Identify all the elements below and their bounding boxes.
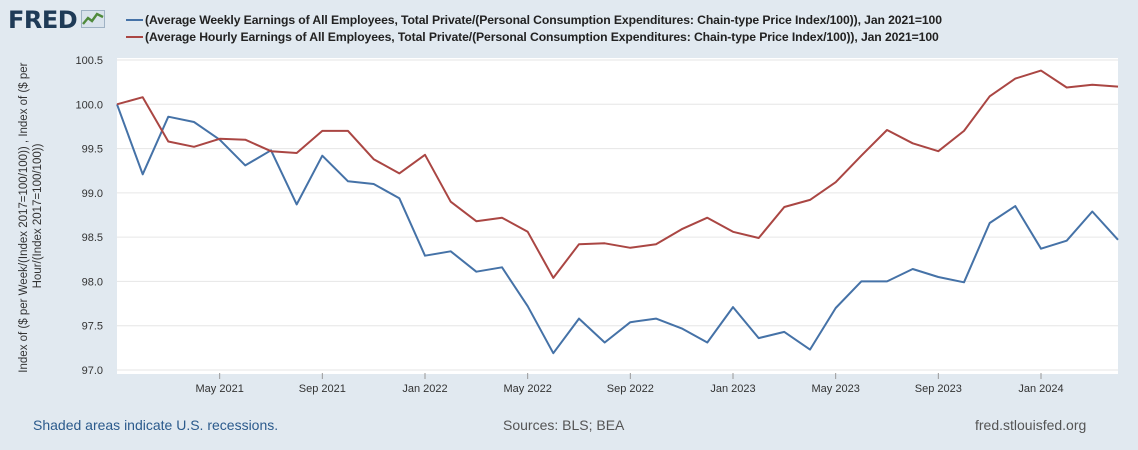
- x-tick-label: Sep 2021: [299, 383, 346, 395]
- legend-item-hourly[interactable]: (Average Hourly Earnings of All Employee…: [126, 28, 942, 45]
- x-tick-label: Sep 2022: [607, 383, 654, 395]
- weekly-earnings-line: [116, 103, 1119, 355]
- y-tick-label: 99.0: [82, 188, 103, 200]
- x-tick-label: May 2023: [812, 383, 860, 395]
- x-tick-label: May 2022: [504, 383, 552, 395]
- legend-label-hourly: (Average Hourly Earnings of All Employee…: [145, 29, 939, 44]
- fred-logo[interactable]: FRED: [8, 6, 106, 34]
- legend-label-weekly: (Average Weekly Earnings of All Employee…: [145, 12, 942, 27]
- line-chart-icon: [81, 6, 106, 34]
- hourly-earnings-line: [116, 69, 1119, 279]
- grid-lines: [117, 59, 1118, 371]
- series-lines: [116, 69, 1119, 355]
- x-tick-label: Sep 2023: [915, 383, 962, 395]
- y-axis-ticks: 97.0 97.5 98.0 98.5 99.0 99.5 100.0 100.5: [75, 55, 103, 377]
- x-tick-label: May 2021: [196, 383, 244, 395]
- y-axis-label-line-1: Index of ($ per Week/(Index 2017=100/100…: [18, 62, 30, 372]
- legend-swatch-hourly: [126, 35, 143, 38]
- chart-legend: (Average Weekly Earnings of All Employee…: [126, 11, 942, 45]
- x-tick-label: Jan 2023: [710, 383, 755, 395]
- sources-text: Sources: BLS; BEA: [503, 417, 625, 433]
- fred-logo-text: FRED: [8, 6, 78, 34]
- y-tick-label: 98.0: [82, 276, 103, 288]
- x-tick-label: Jan 2024: [1018, 383, 1063, 395]
- legend-swatch-weekly: [126, 18, 143, 21]
- y-tick-label: 97.5: [82, 321, 103, 333]
- legend-item-weekly[interactable]: (Average Weekly Earnings of All Employee…: [126, 11, 942, 28]
- y-axis-label: Index of ($ per Week/(Index 2017=100/100…: [18, 59, 44, 372]
- y-tick-label: 97.0: [82, 365, 103, 377]
- x-tick-label: Jan 2022: [402, 383, 447, 395]
- x-axis-ticks: May 2021 Sep 2021 Jan 2022 May 2022 Sep 2022…: [196, 373, 1064, 395]
- y-tick-label: 100.5: [75, 55, 103, 67]
- site-link[interactable]: fred.stlouisfed.org: [975, 417, 1087, 433]
- y-tick-label: 100.0: [75, 99, 103, 111]
- y-tick-label: 99.5: [82, 144, 103, 156]
- recession-note-link[interactable]: Shaded areas indicate U.S. recessions.: [33, 417, 279, 433]
- plot-area: [117, 58, 1118, 374]
- y-tick-label: 98.5: [82, 232, 103, 244]
- y-axis-label-line-2: Hour/(Index 2017=100/100)): [32, 143, 44, 288]
